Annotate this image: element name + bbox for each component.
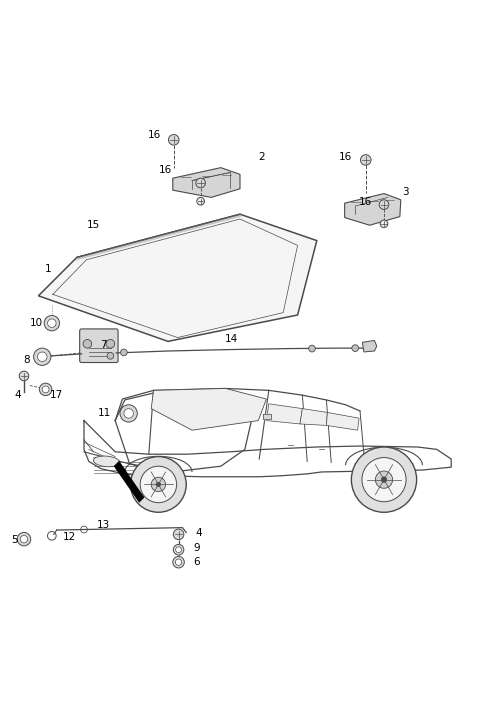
Text: 4: 4 [196,529,203,538]
Circle shape [360,154,371,165]
Circle shape [48,319,56,327]
Circle shape [151,477,166,491]
Circle shape [379,200,389,209]
Ellipse shape [94,456,120,467]
Circle shape [120,405,137,422]
Polygon shape [345,194,401,225]
Text: 15: 15 [87,220,100,230]
Circle shape [351,447,417,512]
Circle shape [39,383,52,396]
Text: 10: 10 [29,318,43,328]
Circle shape [156,482,161,487]
Circle shape [140,466,177,503]
Circle shape [175,559,182,565]
Polygon shape [362,340,377,352]
Circle shape [362,458,406,502]
Circle shape [120,349,127,356]
Text: 14: 14 [225,334,238,345]
Circle shape [173,529,184,540]
Circle shape [381,477,387,482]
Text: 5: 5 [11,535,18,545]
Polygon shape [266,404,302,424]
Text: 16: 16 [339,152,352,161]
FancyBboxPatch shape [80,329,118,362]
Circle shape [37,352,47,362]
Text: 11: 11 [98,409,111,418]
Circle shape [42,386,49,393]
PathPatch shape [114,461,144,502]
Text: 9: 9 [193,543,200,552]
Circle shape [196,178,205,188]
Circle shape [106,340,115,348]
Polygon shape [38,214,317,341]
Circle shape [20,536,28,543]
Text: 3: 3 [402,187,409,197]
Text: 16: 16 [359,197,372,207]
Circle shape [309,345,315,352]
Text: 1: 1 [45,265,51,274]
Text: 13: 13 [96,519,110,530]
Circle shape [131,456,186,512]
Text: 4: 4 [15,390,22,400]
Text: 16: 16 [159,164,172,175]
Circle shape [173,545,184,555]
Text: 2: 2 [258,152,265,161]
Polygon shape [263,414,271,419]
Polygon shape [326,413,359,430]
Circle shape [107,352,114,359]
Text: 6: 6 [193,557,200,567]
Text: 17: 17 [50,390,63,400]
Circle shape [197,197,204,205]
Polygon shape [300,409,327,425]
Circle shape [34,348,51,366]
Circle shape [176,547,181,552]
Circle shape [173,557,184,568]
Circle shape [17,532,31,546]
Circle shape [375,471,393,489]
Circle shape [19,371,29,380]
Text: 12: 12 [63,531,76,542]
Circle shape [83,340,92,348]
Text: 7: 7 [100,340,107,350]
Polygon shape [151,388,266,430]
Circle shape [380,220,388,227]
Circle shape [44,315,60,331]
Circle shape [168,135,179,145]
Text: 16: 16 [148,130,161,140]
Circle shape [124,409,133,418]
Circle shape [352,345,359,352]
Text: 8: 8 [23,355,30,364]
Polygon shape [173,168,240,197]
